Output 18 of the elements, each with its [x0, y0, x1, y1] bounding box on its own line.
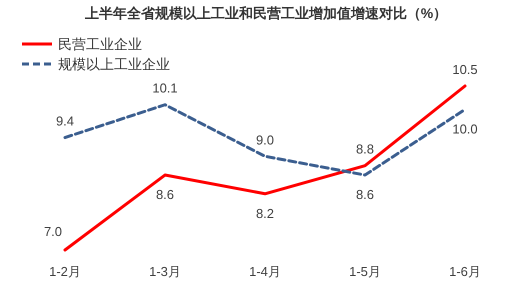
- x-tick-label: 1-5月: [349, 264, 381, 279]
- x-tick-label: 1-6月: [449, 264, 481, 279]
- legend-label: 民营工业企业: [58, 36, 142, 52]
- chart-title: 上半年全省规模以上工业和民营工业增加值增速对比（%）: [84, 5, 448, 21]
- x-tick-label: 1-4月: [249, 264, 281, 279]
- data-label: 10.1: [152, 80, 178, 96]
- data-label: 8.8: [356, 142, 374, 157]
- legend-label: 规模以上工业企业: [58, 56, 170, 72]
- data-label: 10.0: [452, 121, 478, 136]
- data-label: 7.0: [44, 224, 62, 239]
- data-label: 8.2: [256, 206, 274, 221]
- x-tick-label: 1-2月: [49, 264, 81, 279]
- data-label: 9.0: [256, 132, 274, 148]
- data-label: 8.6: [356, 187, 374, 202]
- data-label: 8.6: [156, 187, 174, 202]
- data-label: 9.4: [56, 114, 74, 129]
- x-tick-label: 1-3月: [149, 264, 181, 279]
- data-label: 10.5: [452, 62, 478, 77]
